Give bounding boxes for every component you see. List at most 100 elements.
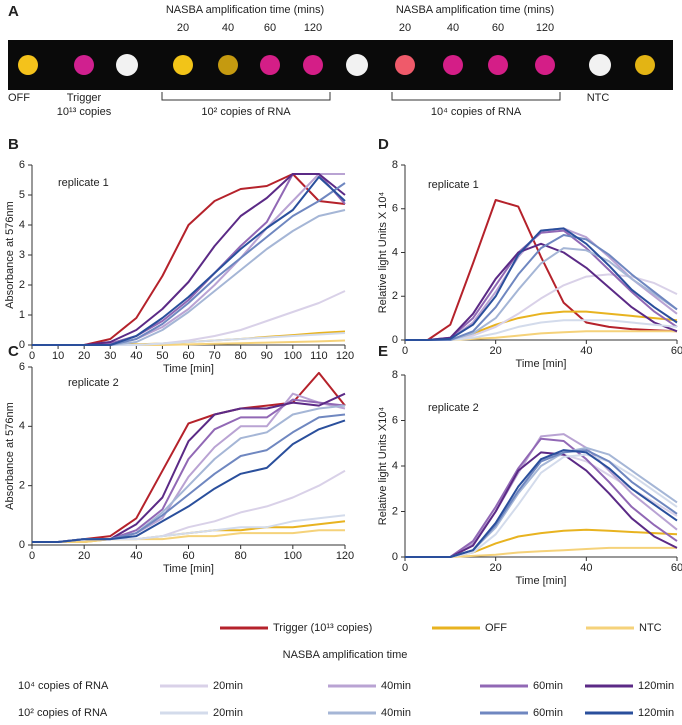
y-tick-label: 8 [392, 369, 398, 381]
panel-label: E [378, 343, 388, 360]
x-tick-label: 120 [336, 350, 354, 362]
time-label: 60 [492, 22, 504, 34]
well [535, 55, 555, 75]
series-line [32, 173, 345, 346]
time-label: 20 [177, 22, 189, 34]
x-axis-label: Time [min] [163, 363, 214, 375]
time-label: 60 [264, 22, 276, 34]
x-tick-label: 50 [156, 350, 168, 362]
series-line [405, 451, 678, 558]
x-tick-label: 0 [402, 345, 408, 357]
legend-label: 40min [381, 707, 411, 719]
annotation: replicate 1 [428, 179, 479, 191]
series-line [405, 453, 678, 558]
series-line [405, 453, 678, 558]
annotation: replicate 2 [428, 402, 479, 414]
sample-strip [8, 40, 673, 90]
x-tick-label: 10 [52, 350, 64, 362]
x-tick-label: 120 [336, 550, 354, 562]
well [173, 55, 193, 75]
series-line [405, 528, 678, 558]
x-tick-label: 0 [29, 550, 35, 562]
legend-label: 120min [638, 680, 674, 692]
x-tick-label: 60 [182, 550, 194, 562]
well [346, 54, 368, 76]
series-line [32, 209, 346, 346]
y-tick-label: 4 [392, 246, 398, 258]
series-line [32, 371, 346, 543]
well [443, 55, 463, 75]
time-label: 20 [399, 22, 411, 34]
legend-label: 20min [213, 707, 243, 719]
legend-label: NTC [639, 622, 662, 634]
series-line [32, 332, 346, 346]
legend-label: 60min [533, 680, 563, 692]
legend-label: Trigger (10¹³ copies) [273, 622, 372, 634]
y-tick-label: 5 [19, 189, 25, 201]
panel-label: A [8, 3, 19, 20]
y-tick-label: 6 [19, 361, 25, 373]
bracket [161, 92, 331, 101]
well [635, 55, 655, 75]
sample-label: Trigger [67, 92, 102, 104]
legend-label: 20min [213, 680, 243, 692]
series-line [32, 514, 346, 543]
legend-title: NASBA amplification time [283, 649, 408, 661]
x-axis-label: Time [min] [163, 563, 214, 575]
legend-label: 120min [638, 707, 674, 719]
series-line [405, 234, 678, 341]
y-tick-label: 3 [19, 249, 25, 261]
legend-label: OFF [485, 622, 507, 634]
y-axis-label: Relative light Units X 10⁴ [377, 191, 389, 313]
y-tick-label: 1 [19, 309, 25, 321]
sample-wells [18, 54, 655, 76]
x-tick-label: 20 [78, 350, 90, 362]
y-tick-label: 6 [392, 203, 398, 215]
header: NASBA amplification time (mins) [166, 4, 324, 16]
bracket [391, 92, 561, 101]
group-label: 10⁴ copies of RNA [431, 106, 522, 118]
x-tick-label: 30 [104, 350, 116, 362]
y-tick-label: 0 [19, 539, 25, 551]
series-line [32, 419, 346, 543]
y-tick-label: 4 [19, 219, 25, 231]
x-tick-label: 0 [29, 350, 35, 362]
x-tick-label: 60 [671, 345, 682, 357]
well [589, 54, 611, 76]
y-tick-label: 0 [19, 339, 25, 351]
x-tick-label: 40 [130, 550, 142, 562]
well [74, 55, 94, 75]
x-tick-label: 20 [78, 550, 90, 562]
y-axis-label: Absorbance at 576nm [4, 402, 16, 510]
series-line [32, 173, 346, 346]
x-tick-label: 110 [310, 350, 328, 362]
x-tick-label: 0 [402, 562, 408, 574]
time-label: 120 [536, 22, 554, 34]
y-tick-label: 4 [392, 460, 398, 472]
y-tick-label: 2 [392, 505, 398, 517]
legend-row-label: 10⁴ copies of RNA [18, 680, 109, 692]
y-axis-label: Relative light Units X10⁴ [377, 407, 389, 526]
panel-label: C [8, 343, 19, 360]
time-label: 40 [222, 22, 234, 34]
well [395, 55, 415, 75]
y-tick-label: 2 [19, 480, 25, 492]
well [18, 55, 38, 75]
series-line [32, 182, 346, 346]
series-line [405, 199, 678, 341]
panel-label: B [8, 136, 19, 153]
x-tick-label: 90 [261, 350, 273, 362]
x-tick-label: 80 [235, 550, 247, 562]
well [488, 55, 508, 75]
y-tick-label: 0 [392, 334, 398, 346]
y-tick-label: 6 [19, 159, 25, 171]
series-line [32, 176, 346, 346]
sample-label: NTC [587, 92, 610, 104]
series-line [405, 227, 678, 341]
y-axis-label: Absorbance at 576nm [4, 201, 16, 309]
y-tick-label: 4 [19, 420, 25, 432]
time-label: 120 [304, 22, 322, 34]
well [260, 55, 280, 75]
x-tick-label: 40 [580, 345, 592, 357]
x-tick-label: 20 [490, 562, 502, 574]
